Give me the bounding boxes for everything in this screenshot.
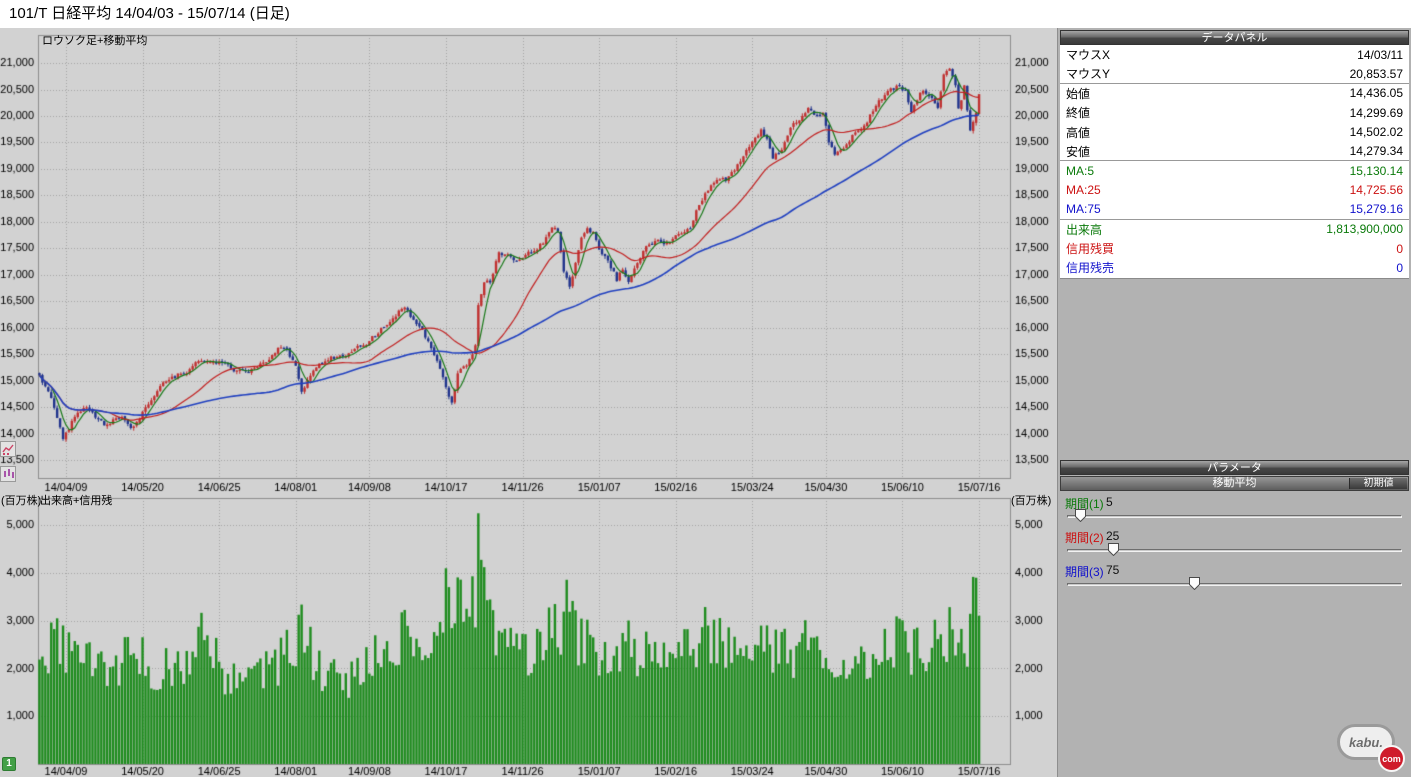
data-panel-row-7: MA:25 14,725.56 [1060,180,1409,201]
parameter-label: 期間(1) [1065,497,1104,511]
data-panel-row-11: 信用残売 0 [1060,258,1409,278]
price-volume-canvas[interactable] [0,28,1057,777]
mini-chart-icon [1,444,14,455]
parameter-slider-track[interactable] [1067,515,1402,518]
parameter-label: 期間(3) [1065,565,1104,579]
data-panel-row-8: MA:75 15,279.16 [1060,200,1409,220]
data-panel-row-label: マウスY [1066,67,1111,82]
volume-unit-label-left: (百万株) [1,495,42,507]
volume-unit-label-right: (百万株) [1011,495,1052,507]
parameter-row-0: 期間(1) 5 [1060,494,1409,528]
parameter-value: 75 [1106,563,1120,577]
chart-area[interactable]: ロウソク足+移動平均 出来高+信用残 (百万株) (百万株) 1 [0,28,1057,777]
data-panel-row-value: 14/03/11 [1357,47,1403,62]
data-panel-row-5: 安値 14,279.34 [1060,141,1409,162]
reset-defaults-button[interactable]: 初期値 [1349,478,1407,489]
chart-tool-1-icon[interactable] [0,441,16,457]
data-panel-row-6: MA:5 15,130.14 [1060,161,1409,181]
logo-cloud-icon: kabu. [1337,724,1395,760]
parameter-value: 5 [1106,495,1113,509]
data-panel-row-label: MA:5 [1066,164,1095,179]
price-pane-label: ロウソク足+移動平均 [42,35,148,47]
kabu-com-logo: kabu. com [1337,724,1405,772]
data-panel-row-3: 終値 14,299.69 [1060,103,1409,123]
volume-pane-label: 出来高+信用残 [40,495,113,507]
data-panel-row-value: 14,299.69 [1349,105,1403,120]
data-panel-header: データパネル [1060,30,1409,45]
parameter-rows: 期間(1) 5 期間(2) 25 期間(3) 75 [1060,494,1409,596]
parameter-slider-track[interactable] [1067,583,1402,586]
parameter-value: 25 [1106,529,1120,543]
data-panel-row-1: マウスY 20,853.57 [1060,64,1409,84]
data-panel-row-0: マウスX 14/03/11 [1060,45,1409,65]
ma-group-bar: 移動平均 初期値 [1060,476,1409,491]
parameter-panel-header: パラメータ [1060,460,1409,475]
data-panel-row-value: 14,502.02 [1349,125,1403,140]
data-panel-row-value: 14,436.05 [1349,86,1403,101]
data-panel-row-4: 高値 14,502.02 [1060,122,1409,142]
data-panel-row-label: 高値 [1066,125,1091,140]
data-panel-row-label: 出来高 [1066,222,1103,237]
parameter-slider-thumb[interactable] [1075,509,1087,523]
data-panel-row-9: 出来高 1,813,900,000 [1060,219,1409,239]
parameter-slider-track[interactable] [1067,549,1402,552]
logo-com-badge: com [1378,745,1405,772]
parameter-label: 期間(2) [1065,531,1104,545]
data-panel-row-label: 信用残売 [1066,261,1115,276]
data-panel-row-label: 終値 [1066,106,1091,121]
data-panel-row-value: 20,853.57 [1349,66,1403,81]
side-panel: データパネル マウスX 14/03/11 マウスY 20,853.57 始値 14,436… [1057,28,1411,777]
data-panel-row-value: 15,279.16 [1349,202,1403,217]
data-panel-row-label: MA:75 [1066,202,1101,217]
chart-title-bar: 101/T 日経平均 14/04/03 - 15/07/14 (日足) [0,0,1411,28]
data-panel-row-label: 信用残買 [1066,242,1115,257]
data-panel-row-value: 1,813,900,000 [1326,222,1403,237]
ma-group-title: 移動平均 [1212,477,1257,489]
data-panel-rows: マウスX 14/03/11 マウスY 20,853.57 始値 14,436.05 終値 14… [1060,45,1409,279]
logo-kabu-text: kabu. [1349,734,1383,750]
mini-candle-icon [3,468,14,478]
data-panel-row-label: マウスX [1066,48,1111,63]
data-panel-row-value: 0 [1396,260,1403,275]
data-panel-row-label: MA:25 [1066,183,1101,198]
data-panel-row-label: 始値 [1066,86,1091,101]
parameter-slider-thumb[interactable] [1107,543,1119,557]
data-panel-row-value: 15,130.14 [1349,164,1403,179]
data-panel-row-value: 14,725.56 [1349,183,1403,198]
data-panel-row-value: 0 [1396,241,1403,256]
data-panel-row-value: 14,279.34 [1349,144,1403,159]
parameter-row-1: 期間(2) 25 [1060,528,1409,562]
data-panel-row-10: 信用残買 0 [1060,238,1409,259]
chart-title-text: 101/T 日経平均 14/04/03 - 15/07/14 (日足) [9,5,290,22]
chart-tool-2-icon[interactable] [0,466,16,482]
parameter-row-2: 期間(3) 75 [1060,562,1409,596]
page-1-badge[interactable]: 1 [2,757,16,771]
parameter-slider-thumb[interactable] [1188,577,1200,591]
data-panel-row-label: 安値 [1066,144,1091,159]
data-panel-row-2: 始値 14,436.05 [1060,83,1409,104]
